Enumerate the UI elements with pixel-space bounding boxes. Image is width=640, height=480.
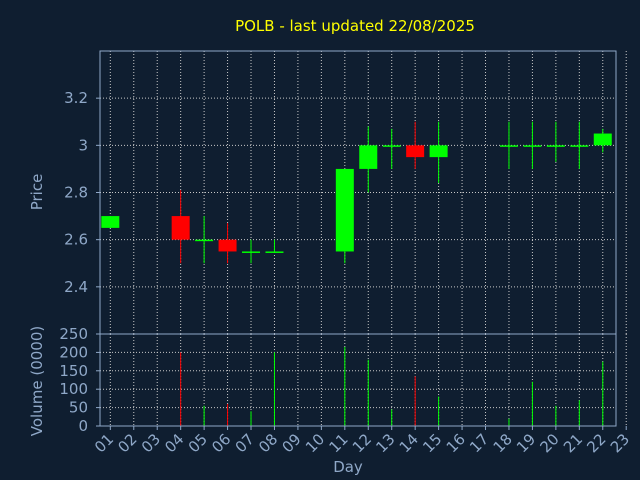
price-tick-label: 2.8 [64,184,88,202]
price-tick-label: 3.2 [64,89,88,107]
x-axis: 0102030405060708091011121314151617181920… [91,426,633,456]
x-tick-label: 02 [114,430,140,456]
candle-body [359,145,378,169]
candle-body [406,145,425,158]
volume-tick-label: 250 [59,325,88,343]
x-tick-label: 23 [607,430,633,456]
volume-axis-label: Volume (0000) [28,326,46,436]
candle-body [429,145,448,158]
x-tick-label: 07 [232,430,258,456]
candle-body [382,145,401,147]
x-tick-label: 20 [536,430,562,456]
x-tick-label: 04 [161,430,187,456]
x-tick-label: 15 [419,430,445,456]
price-tick-label: 2.6 [64,231,88,249]
candle-body [265,251,284,253]
chart-title: POLB - last updated 22/08/2025 [235,17,475,35]
x-tick-label: 11 [325,430,351,456]
volume-tick-label: 150 [59,362,88,380]
x-tick-label: 01 [91,430,117,456]
x-tick-label: 14 [396,430,422,456]
candle-body [523,145,542,147]
price-grid [100,51,627,334]
x-tick-label: 12 [349,430,375,456]
candle-body [101,216,120,228]
x-tick-label: 08 [255,430,281,456]
volume-tick-label: 0 [78,417,88,435]
volume-plot-frame [99,333,617,427]
price-axis: 2.4 2.6 2.8 3 3.2 [64,89,100,296]
x-tick-label: 05 [185,430,211,456]
candle-body [242,251,261,253]
volume-tick-label: 50 [69,399,88,417]
x-tick-label: 10 [302,430,328,456]
price-axis-label: Price [28,174,46,211]
price-tick-label: 3 [78,136,88,154]
volume-tick-label: 100 [59,380,88,398]
candle-body [218,239,237,252]
x-tick-label: 06 [208,430,234,456]
price-tick-label: 2.4 [64,278,88,296]
candle-body [499,145,518,147]
x-tick-label: 13 [372,430,398,456]
x-tick-label: 03 [138,430,164,456]
candle-body [195,239,214,242]
x-tick-label: 09 [279,430,305,456]
x-axis-label: Day [333,458,363,476]
x-tick-label: 16 [443,430,469,456]
volume-panel [180,346,604,426]
candle-body [546,145,565,147]
candle-body [171,216,190,240]
candle-body [593,133,612,146]
x-tick-label: 22 [583,430,609,456]
x-tick-label: 19 [513,430,539,456]
x-tick-label: 17 [466,430,492,456]
volume-grid [100,333,627,427]
candle-body [335,168,354,252]
candle-body [570,145,589,147]
x-tick-label: 21 [560,430,586,456]
price-panel [101,121,612,264]
volume-tick-label: 200 [59,343,88,361]
x-tick-label: 18 [490,430,516,456]
